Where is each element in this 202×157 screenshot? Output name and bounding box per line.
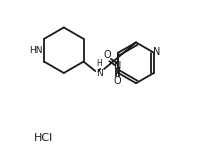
Text: HCl: HCl [34,133,53,143]
Text: N: N [113,61,121,71]
Text: N: N [95,69,102,78]
Text: O: O [113,76,121,86]
Text: O: O [103,50,111,60]
Text: H: H [96,59,102,68]
Text: N: N [152,47,159,57]
Text: HN: HN [28,46,42,55]
